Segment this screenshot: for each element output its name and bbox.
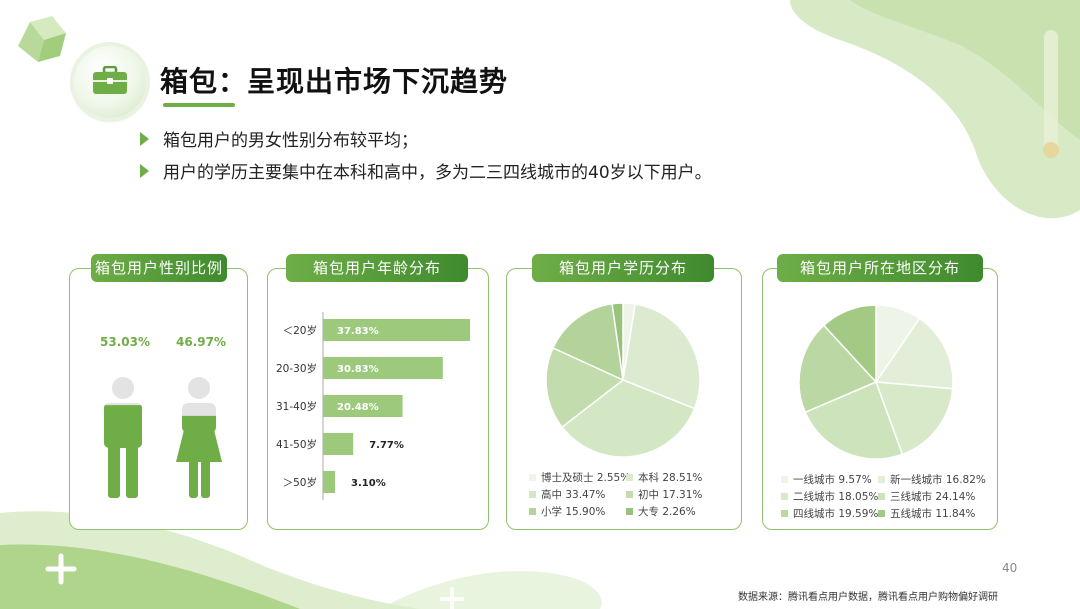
page-number: 40 <box>1002 561 1018 575</box>
legend-swatch <box>781 510 788 517</box>
cube-decoration <box>18 16 66 62</box>
legend-label: 五线城市 11.84% <box>890 508 976 520</box>
education-slice <box>552 302 624 382</box>
bullet-text: 箱包用户的男女性别分布较平均； <box>163 131 418 151</box>
age-bar <box>323 395 403 417</box>
legend-label: 大专 2.26% <box>638 506 696 518</box>
briefcase-icon <box>74 46 146 118</box>
education-slice <box>622 303 701 410</box>
age-category-label: ＞50岁 <box>283 476 317 489</box>
region-slice <box>874 381 954 456</box>
education-legend-item: 小学 15.90% <box>529 504 605 519</box>
plus-decoration <box>45 553 77 585</box>
education-legend-item: 高中 33.47% <box>529 487 605 502</box>
legend-swatch <box>529 491 536 498</box>
male-person-icon <box>104 377 142 498</box>
region-legend-item: 四线城市 19.59% <box>781 506 878 521</box>
legend-label: 四线城市 19.59% <box>793 508 879 520</box>
age-bar <box>323 357 443 379</box>
legend-swatch <box>626 491 633 498</box>
bullet-2: 用户的学历主要集中在本科和高中，多为二三四线城市的40岁以下用户。 <box>140 158 712 183</box>
region-slice <box>804 380 904 460</box>
age-bar-chart: ＜20岁 37.83% 20-30岁 30.83% 31-40岁 20.48% 41-50岁… <box>276 312 470 500</box>
bullet-arrow-icon <box>140 131 149 146</box>
legend-swatch <box>878 510 885 517</box>
education-slice <box>561 379 696 458</box>
age-value-label: 20.48% <box>337 402 379 413</box>
age-category-label: 20-30岁 <box>276 362 317 375</box>
region-slice <box>874 317 954 390</box>
gender-card-header: 箱包用户性别比例 <box>91 254 227 282</box>
education-legend-item: 博士及硕士 2.55% <box>529 470 630 485</box>
age-category-label: 41-50岁 <box>276 438 317 451</box>
legend-label: 二线城市 18.05% <box>793 491 879 503</box>
age-value-label: 7.77% <box>369 440 404 451</box>
legend-label: 一线城市 9.57% <box>793 474 872 486</box>
legend-swatch <box>878 493 885 500</box>
age-value-label: 30.83% <box>337 364 379 375</box>
legend-label: 博士及硕士 2.55% <box>541 472 631 484</box>
region-legend-item: 二线城市 18.05% <box>781 489 878 504</box>
age-value-label: 37.83% <box>337 326 379 337</box>
region-legend-item: 五线城市 11.84% <box>878 506 975 521</box>
age-bar <box>323 471 336 493</box>
legend-label: 高中 33.47% <box>541 489 606 501</box>
legend-label: 本科 28.51% <box>638 472 703 484</box>
gender-card <box>69 268 248 530</box>
legend-swatch <box>878 476 885 483</box>
legend-label: 小学 15.90% <box>541 506 606 518</box>
bullet-arrow-icon <box>140 163 149 178</box>
region-legend-item: 新一线城市 16.82% <box>878 472 986 487</box>
age-bar <box>323 319 470 341</box>
data-source: 数据来源：腾讯看点用户数据，腾讯看点用户购物偏好调研 <box>738 592 998 603</box>
region-card-header: 箱包用户所在地区分布 <box>777 254 983 282</box>
bullet-1: 箱包用户的男女性别分布较平均； <box>140 126 418 151</box>
legend-swatch <box>626 508 633 515</box>
region-legend-item: 一线城市 9.57% <box>781 472 872 487</box>
age-card-header: 箱包用户年龄分布 <box>286 254 468 282</box>
education-card-header: 箱包用户学历分布 <box>532 254 714 282</box>
education-legend-item: 大专 2.26% <box>626 504 696 519</box>
legend-swatch <box>529 508 536 515</box>
education-legend-item: 初中 17.31% <box>626 487 702 502</box>
age-category-label: 31-40岁 <box>276 400 317 413</box>
male-percentage: 53.03% <box>100 335 150 349</box>
region-pie-chart <box>798 304 954 460</box>
legend-label: 初中 17.31% <box>638 489 703 501</box>
age-bar <box>323 433 354 455</box>
education-slice <box>611 302 624 381</box>
legend-swatch <box>781 493 788 500</box>
legend-label: 新一线城市 16.82% <box>890 474 986 486</box>
region-slice <box>822 304 877 384</box>
age-category-label: ＜20岁 <box>283 324 317 337</box>
page-title: 箱包：呈现出市场下沉趋势 <box>160 65 509 98</box>
age-value-label: 3.10% <box>351 478 386 489</box>
education-legend-item: 本科 28.51% <box>626 470 702 485</box>
female-person-icon <box>176 377 222 498</box>
region-slice <box>798 324 878 414</box>
education-pie-chart <box>545 302 701 458</box>
title-underline <box>163 103 235 107</box>
education-slice <box>545 346 625 429</box>
female-percentage: 46.97% <box>176 335 226 349</box>
bullet-text: 用户的学历主要集中在本科和高中，多为二三四线城市的40岁以下用户。 <box>163 163 712 183</box>
region-legend-item: 三线城市 24.14% <box>878 489 975 504</box>
legend-swatch <box>626 474 633 481</box>
legend-swatch <box>781 476 788 483</box>
legend-swatch <box>529 474 536 481</box>
legend-label: 三线城市 24.14% <box>890 491 976 503</box>
